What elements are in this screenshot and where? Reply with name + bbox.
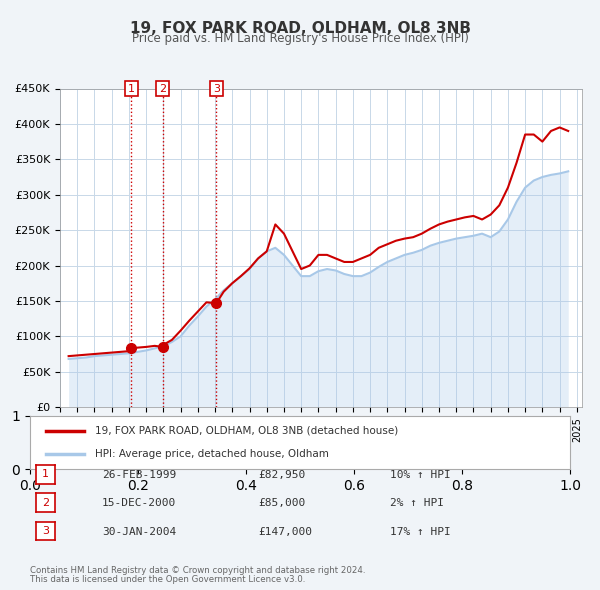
- Text: 15-DEC-2000: 15-DEC-2000: [102, 499, 176, 508]
- Text: 1: 1: [128, 84, 135, 93]
- Text: 2: 2: [42, 498, 49, 507]
- Text: Contains HM Land Registry data © Crown copyright and database right 2024.: Contains HM Land Registry data © Crown c…: [30, 566, 365, 575]
- Text: HPI: Average price, detached house, Oldham: HPI: Average price, detached house, Oldh…: [95, 449, 329, 459]
- Text: 19, FOX PARK ROAD, OLDHAM, OL8 3NB: 19, FOX PARK ROAD, OLDHAM, OL8 3NB: [130, 21, 470, 35]
- Text: 3: 3: [42, 526, 49, 536]
- Text: 10% ↑ HPI: 10% ↑ HPI: [390, 470, 451, 480]
- Text: £82,950: £82,950: [258, 470, 305, 480]
- Text: 2% ↑ HPI: 2% ↑ HPI: [390, 499, 444, 508]
- Text: 30-JAN-2004: 30-JAN-2004: [102, 527, 176, 536]
- Text: 3: 3: [213, 84, 220, 93]
- Text: 1: 1: [42, 470, 49, 479]
- Text: £85,000: £85,000: [258, 499, 305, 508]
- Text: 2: 2: [159, 84, 166, 93]
- Text: 19, FOX PARK ROAD, OLDHAM, OL8 3NB (detached house): 19, FOX PARK ROAD, OLDHAM, OL8 3NB (deta…: [95, 426, 398, 436]
- Text: This data is licensed under the Open Government Licence v3.0.: This data is licensed under the Open Gov…: [30, 575, 305, 584]
- Text: 17% ↑ HPI: 17% ↑ HPI: [390, 527, 451, 536]
- Text: £147,000: £147,000: [258, 527, 312, 536]
- Text: 26-FEB-1999: 26-FEB-1999: [102, 470, 176, 480]
- Text: Price paid vs. HM Land Registry's House Price Index (HPI): Price paid vs. HM Land Registry's House …: [131, 32, 469, 45]
